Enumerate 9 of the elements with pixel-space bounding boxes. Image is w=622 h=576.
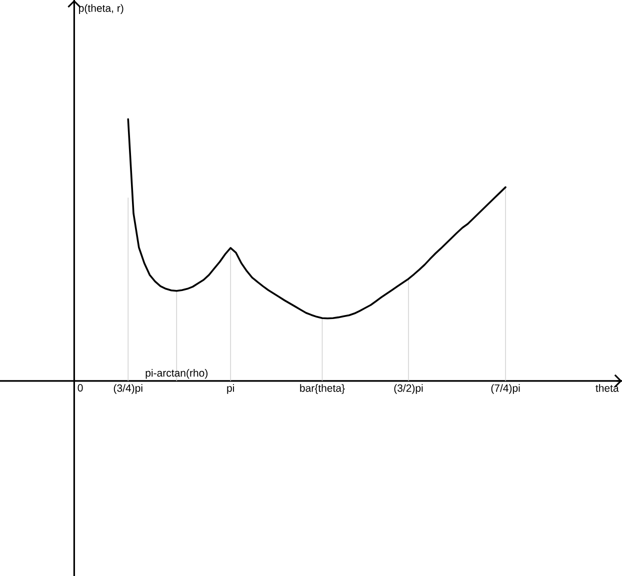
x-tick-label: bar{theta}	[300, 384, 345, 394]
x-tick-label: (7/4)pi	[491, 384, 520, 394]
text: p(theta, r)	[79, 4, 124, 14]
x-tick-label: 0	[78, 384, 83, 392]
x-tick-label: (3/2)pi	[394, 384, 423, 394]
text: theta	[596, 384, 619, 392]
x-tick-label: (3/4)pi	[114, 384, 142, 394]
x-tick-label: pi	[227, 384, 234, 394]
x-tick-label: pi-arctan(rho)	[146, 368, 208, 379]
